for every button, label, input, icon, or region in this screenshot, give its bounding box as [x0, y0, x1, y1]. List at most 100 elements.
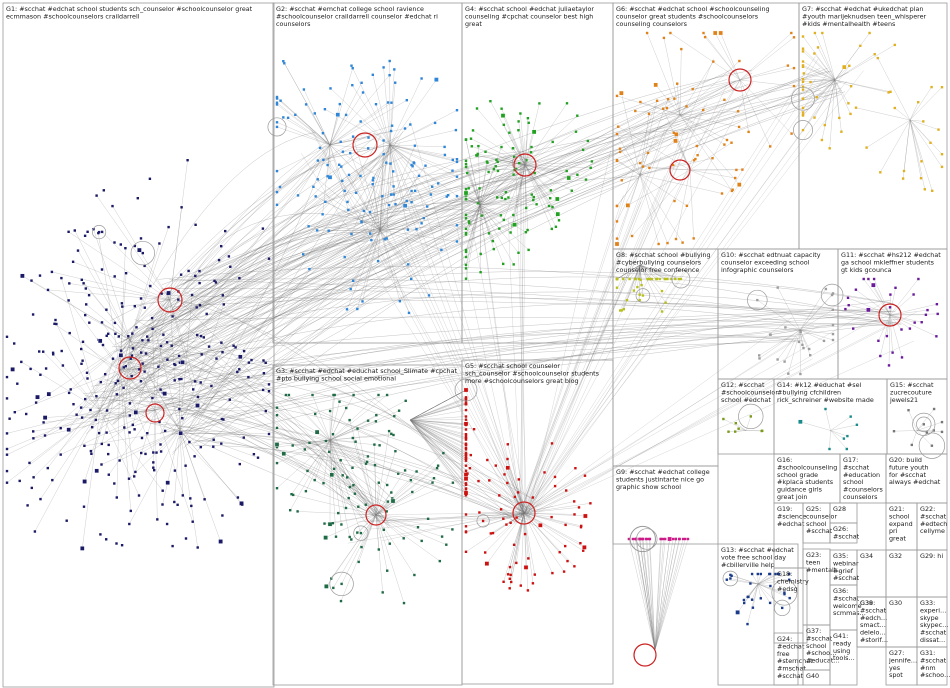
node [893, 43, 896, 47]
node [143, 264, 146, 268]
edge [518, 479, 525, 514]
edge [726, 579, 759, 585]
edge [119, 274, 182, 371]
edge [357, 428, 377, 516]
edge [386, 516, 524, 521]
edge [520, 503, 525, 517]
node [329, 87, 332, 90]
node [738, 59, 741, 63]
node [347, 208, 350, 212]
edge [169, 299, 194, 390]
node [940, 420, 944, 424]
edge [523, 512, 565, 572]
node [723, 98, 726, 101]
edge [82, 341, 156, 411]
node [390, 124, 394, 127]
edge [526, 58, 714, 516]
edge [389, 144, 409, 230]
node [527, 248, 530, 252]
node [324, 200, 327, 203]
edge [523, 512, 582, 527]
node [337, 511, 340, 515]
edge [409, 419, 475, 430]
node [464, 217, 468, 220]
node [565, 102, 569, 105]
node [464, 443, 468, 446]
node [868, 31, 871, 35]
node [60, 276, 63, 280]
node [97, 338, 103, 344]
node [159, 450, 163, 453]
node [434, 77, 439, 82]
node [131, 423, 134, 426]
edge [276, 415, 331, 441]
node [46, 466, 49, 470]
node [87, 294, 91, 297]
node [393, 414, 396, 418]
node [759, 597, 762, 600]
node [323, 535, 328, 540]
node [538, 102, 541, 105]
edge [191, 173, 520, 416]
node [801, 111, 805, 114]
node [475, 107, 479, 110]
edge [834, 79, 842, 132]
node [115, 393, 119, 396]
edge [329, 394, 335, 441]
edge [522, 325, 819, 513]
node [234, 346, 237, 349]
node [692, 237, 695, 240]
node [464, 250, 468, 254]
node-halo [771, 579, 798, 606]
edge [477, 189, 521, 515]
edge [379, 229, 409, 265]
node [464, 255, 468, 259]
edge [830, 430, 848, 437]
node [146, 335, 149, 338]
node [695, 144, 698, 148]
node [504, 191, 508, 194]
node [199, 381, 202, 384]
node [340, 165, 343, 168]
edge [186, 315, 786, 445]
node [113, 241, 116, 244]
edge [616, 264, 641, 288]
edge [639, 114, 681, 164]
node [813, 116, 816, 119]
node [332, 586, 335, 590]
node [506, 457, 509, 461]
edge [303, 229, 381, 255]
node [466, 171, 469, 175]
node [940, 430, 944, 434]
edge [329, 434, 394, 441]
group-box-g20: G20: build future youth for #scchat always … [885, 453, 948, 504]
node [124, 272, 128, 275]
node [502, 580, 505, 583]
node [445, 543, 448, 546]
node [406, 263, 410, 266]
node [220, 341, 223, 344]
edge [389, 144, 458, 177]
edge [409, 419, 467, 449]
node [455, 224, 459, 227]
edge [124, 339, 131, 428]
node [200, 353, 203, 356]
edge [118, 299, 171, 337]
edge [479, 170, 499, 206]
group-label: G11: #scchat #hs212 #edchat ga school mkl… [841, 251, 941, 274]
node [924, 313, 928, 316]
node [547, 204, 551, 208]
edge [522, 311, 917, 515]
edge [172, 110, 693, 410]
node [842, 437, 846, 440]
node [491, 239, 494, 243]
edge [372, 74, 391, 146]
node [799, 330, 802, 333]
edge [85, 339, 131, 400]
edge [375, 465, 439, 516]
edge [379, 217, 424, 231]
edge [623, 264, 641, 310]
edge [909, 119, 922, 162]
node [550, 515, 553, 519]
node [801, 77, 805, 81]
